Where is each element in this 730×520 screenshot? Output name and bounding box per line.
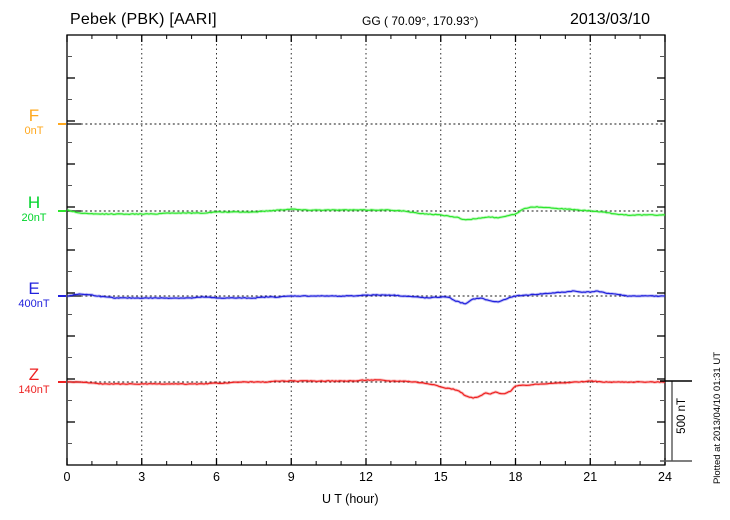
component-name-h: H — [27, 193, 41, 212]
x-axis-tick-9: 9 — [287, 470, 295, 484]
scale-bar-label: 500 nT — [676, 398, 688, 434]
component-baseline-e: 400nT — [18, 298, 50, 310]
x-axis-tick-18: 18 — [508, 470, 523, 484]
x-axis-tick-0: 0 — [63, 470, 71, 484]
plotted-timestamp: Plotted at 2013/04/10 01:31 UT — [712, 352, 723, 485]
plot-axis-ticks — [66, 35, 666, 465]
component-traces — [66, 205, 666, 400]
component-baseline-f: 0nT — [24, 125, 44, 137]
x-axis-tick-15: 15 — [433, 470, 448, 484]
page-title: Pebek (PBK) [AARI] — [70, 11, 217, 28]
component-label-z: Z 140nT — [5, 365, 63, 397]
component-baseline-h: 20nT — [21, 212, 47, 224]
plot-gridlines — [141, 35, 591, 465]
scale-bar — [660, 380, 692, 462]
x-axis-tick-21: 21 — [583, 470, 598, 484]
x-axis-title: U T (hour) — [322, 492, 379, 506]
component-baseline-z: 140nT — [18, 384, 50, 396]
component-name-e: E — [28, 279, 40, 298]
component-baselines — [58, 123, 665, 383]
component-name-f: F — [28, 106, 40, 125]
component-name-z: Z — [28, 365, 40, 384]
x-axis-tick-12: 12 — [359, 470, 373, 484]
component-label-h: H 20nT — [5, 193, 63, 225]
observation-date: 2013/03/10 — [570, 11, 651, 28]
component-label-e: E 400nT — [5, 279, 63, 311]
component-label-f: F 0nT — [5, 106, 63, 138]
geographic-coordinates: GG ( 70.09°, 170.93°) — [362, 14, 479, 28]
x-axis-tick-24: 24 — [658, 470, 672, 484]
x-axis-tick-3: 3 — [138, 470, 146, 484]
x-axis-tick-6: 6 — [213, 470, 220, 484]
